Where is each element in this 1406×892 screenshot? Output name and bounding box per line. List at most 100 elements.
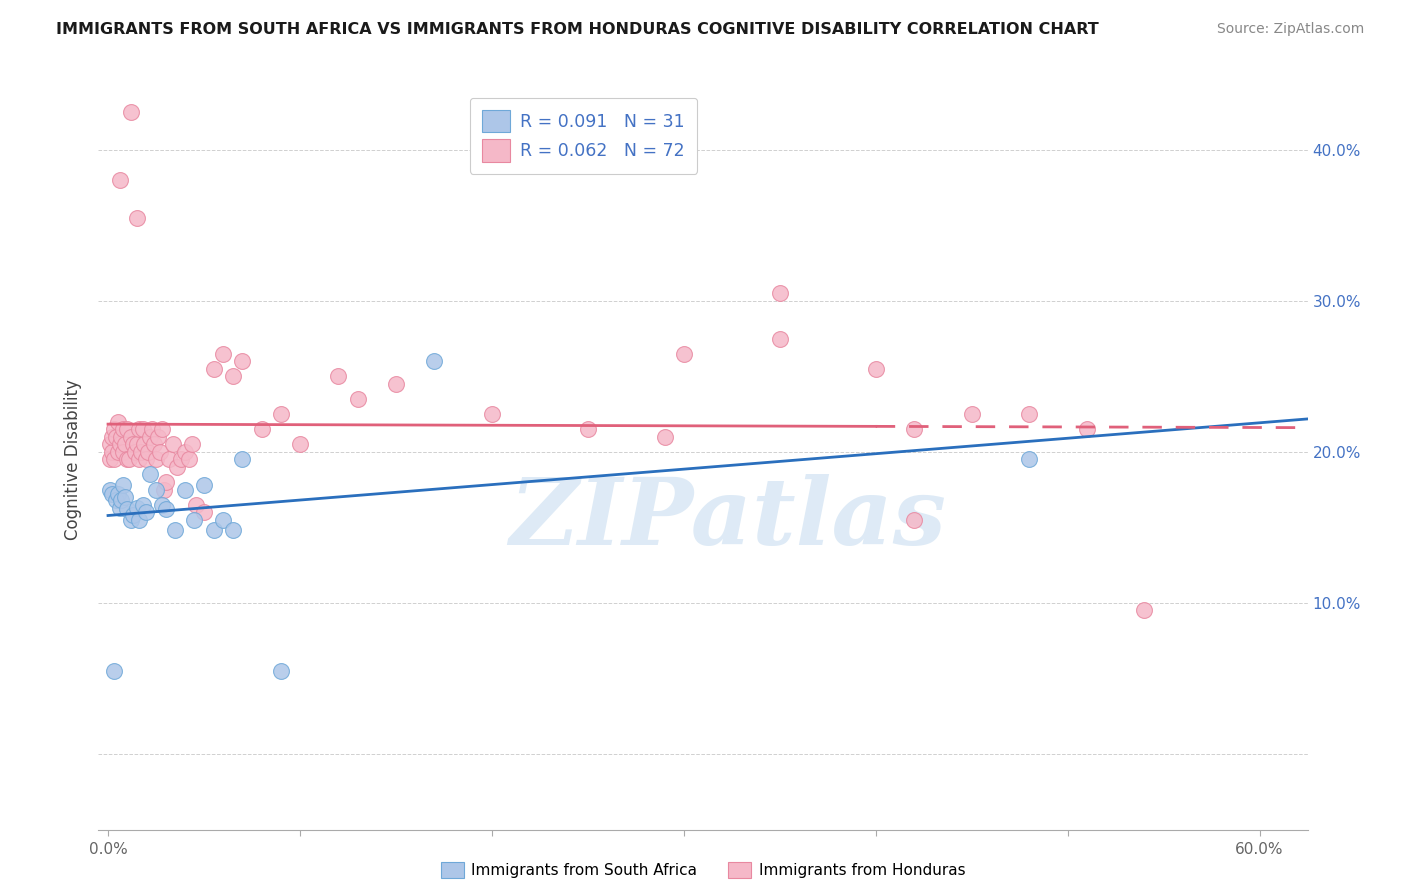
Point	[108, 173, 131, 187]
Point	[131, 498, 153, 512]
Point	[193, 505, 215, 519]
Point	[101, 445, 124, 459]
Point	[120, 430, 142, 444]
Point	[115, 452, 138, 467]
Point	[1018, 452, 1040, 467]
Point	[385, 376, 408, 391]
Point	[134, 437, 156, 451]
Point	[181, 437, 204, 451]
Point	[122, 508, 145, 523]
Point	[212, 346, 235, 360]
Point	[146, 430, 169, 444]
Point	[125, 500, 148, 515]
Point	[141, 422, 163, 436]
Point	[135, 505, 157, 519]
Point	[672, 346, 695, 360]
Point	[107, 445, 129, 459]
Point	[103, 452, 125, 467]
Point	[270, 664, 292, 678]
Point	[125, 437, 148, 451]
Point	[114, 437, 136, 451]
Point	[139, 467, 162, 482]
Point	[136, 445, 159, 459]
Point	[128, 452, 150, 467]
Point	[769, 286, 792, 301]
Point	[112, 422, 135, 436]
Point	[129, 445, 152, 459]
Text: ZIPatlas: ZIPatlas	[509, 474, 946, 564]
Y-axis label: Cognitive Disability: Cognitive Disability	[65, 379, 83, 540]
Point	[98, 483, 121, 497]
Point	[112, 478, 135, 492]
Point	[423, 354, 446, 368]
Point	[654, 430, 676, 444]
Point	[288, 437, 311, 451]
Point	[173, 483, 195, 497]
Point	[270, 407, 292, 421]
Point	[114, 490, 136, 504]
Point	[150, 498, 173, 512]
Point	[103, 664, 125, 678]
Point	[903, 513, 925, 527]
Point	[222, 524, 245, 538]
Point	[120, 513, 142, 527]
Point	[122, 437, 145, 451]
Point	[107, 415, 129, 429]
Point	[202, 524, 225, 538]
Point	[481, 407, 503, 421]
Point	[231, 452, 253, 467]
Point	[865, 361, 887, 376]
Point	[150, 422, 173, 436]
Point	[1018, 407, 1040, 421]
Point	[149, 445, 172, 459]
Point	[101, 430, 124, 444]
Point	[115, 422, 138, 436]
Point	[231, 354, 253, 368]
Point	[212, 513, 235, 527]
Point	[328, 369, 350, 384]
Point	[143, 437, 166, 451]
Point	[108, 437, 131, 451]
Point	[98, 437, 121, 451]
Point	[124, 445, 146, 459]
Point	[576, 422, 599, 436]
Point	[145, 483, 167, 497]
Point	[165, 524, 187, 538]
Point	[162, 437, 184, 451]
Point	[186, 498, 208, 512]
Point	[159, 452, 181, 467]
Point	[103, 422, 125, 436]
Point	[250, 422, 273, 436]
Point	[769, 331, 792, 345]
Point	[98, 452, 121, 467]
Point	[108, 500, 131, 515]
Text: Source: ZipAtlas.com: Source: ZipAtlas.com	[1216, 22, 1364, 37]
Point	[131, 422, 153, 436]
Point	[101, 487, 124, 501]
Point	[128, 422, 150, 436]
Point	[193, 478, 215, 492]
Point	[104, 493, 127, 508]
Point	[1133, 603, 1156, 617]
Point	[104, 430, 127, 444]
Point	[139, 430, 162, 444]
Point	[903, 422, 925, 436]
Point	[110, 493, 132, 508]
Point	[960, 407, 983, 421]
Point	[112, 445, 135, 459]
Point	[166, 459, 188, 474]
Point	[155, 502, 177, 516]
Text: IMMIGRANTS FROM SOUTH AFRICA VS IMMIGRANTS FROM HONDURAS COGNITIVE DISABILITY CO: IMMIGRANTS FROM SOUTH AFRICA VS IMMIGRAN…	[56, 22, 1099, 37]
Point	[183, 513, 205, 527]
Point	[173, 445, 195, 459]
Point	[177, 452, 200, 467]
Point	[115, 502, 138, 516]
Point	[120, 104, 142, 119]
Point	[170, 452, 193, 467]
Legend: R = 0.091   N = 31, R = 0.062   N = 72: R = 0.091 N = 31, R = 0.062 N = 72	[470, 98, 697, 174]
Point	[346, 392, 368, 406]
Point	[1076, 422, 1098, 436]
Point	[110, 430, 132, 444]
Point	[145, 452, 167, 467]
Point	[135, 452, 157, 467]
